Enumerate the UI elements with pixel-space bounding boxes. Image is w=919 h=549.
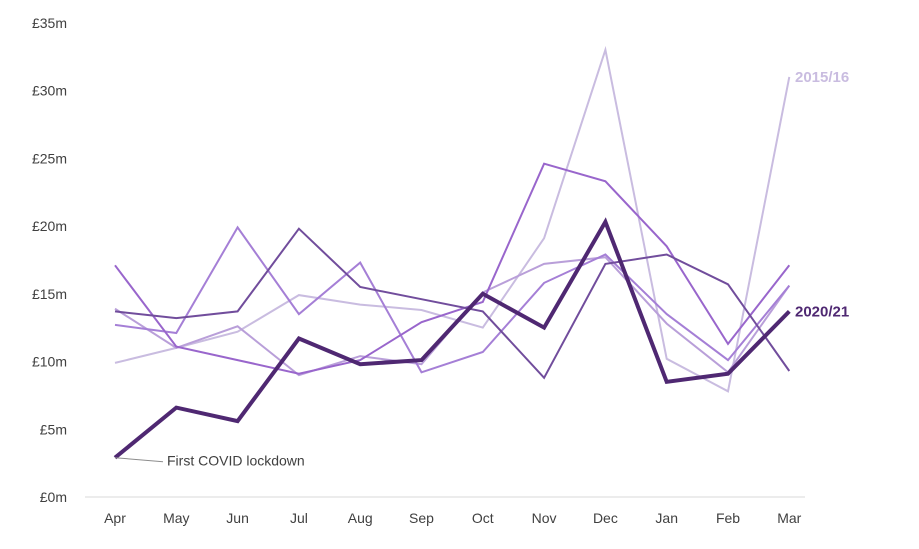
- y-tick-label: £15m: [32, 286, 67, 302]
- series-end-label: 2020/21: [795, 303, 849, 320]
- y-tick-label: £5m: [40, 421, 67, 437]
- x-tick-label: Jan: [655, 510, 678, 526]
- x-tick-label: Dec: [593, 510, 618, 526]
- x-tick-label: Nov: [532, 510, 557, 526]
- series-line-4: [114, 162, 791, 375]
- label-group: 2015/16 2020/21 First COVID lockdown: [114, 69, 849, 469]
- x-tick-label: Aug: [348, 510, 373, 526]
- annotation-label: First COVID lockdown: [167, 453, 305, 469]
- series-line-3: [114, 225, 791, 374]
- x-tick-label: Oct: [472, 510, 494, 526]
- series-line-2: [114, 256, 791, 377]
- x-tick-label: Jun: [226, 510, 249, 526]
- series-line-5: [114, 227, 791, 380]
- series-end-label: 2015/16: [795, 69, 849, 86]
- series-line-1: [114, 45, 791, 393]
- y-tick-label: £20m: [32, 218, 67, 234]
- y-tick-label: £30m: [32, 83, 67, 99]
- axis-group: £0m £5m £10m £15m £20m £25m £30m £35m Apr May Jun J…: [32, 15, 805, 526]
- annotation-leader-line: [114, 457, 164, 463]
- x-tick-label: Jul: [290, 510, 308, 526]
- x-tick-label: Feb: [716, 510, 740, 526]
- x-tick-label: Sep: [409, 510, 434, 526]
- x-tick-label: Apr: [104, 510, 126, 526]
- y-tick-label: £25m: [32, 150, 67, 166]
- y-tick-label: £10m: [32, 354, 67, 370]
- series-group: [113, 45, 791, 460]
- y-tick-label: £0m: [40, 489, 67, 505]
- y-tick-label: £35m: [32, 15, 67, 31]
- x-tick-label: May: [163, 510, 189, 526]
- series-line-6: [113, 217, 791, 460]
- x-tick-label: Mar: [777, 510, 801, 526]
